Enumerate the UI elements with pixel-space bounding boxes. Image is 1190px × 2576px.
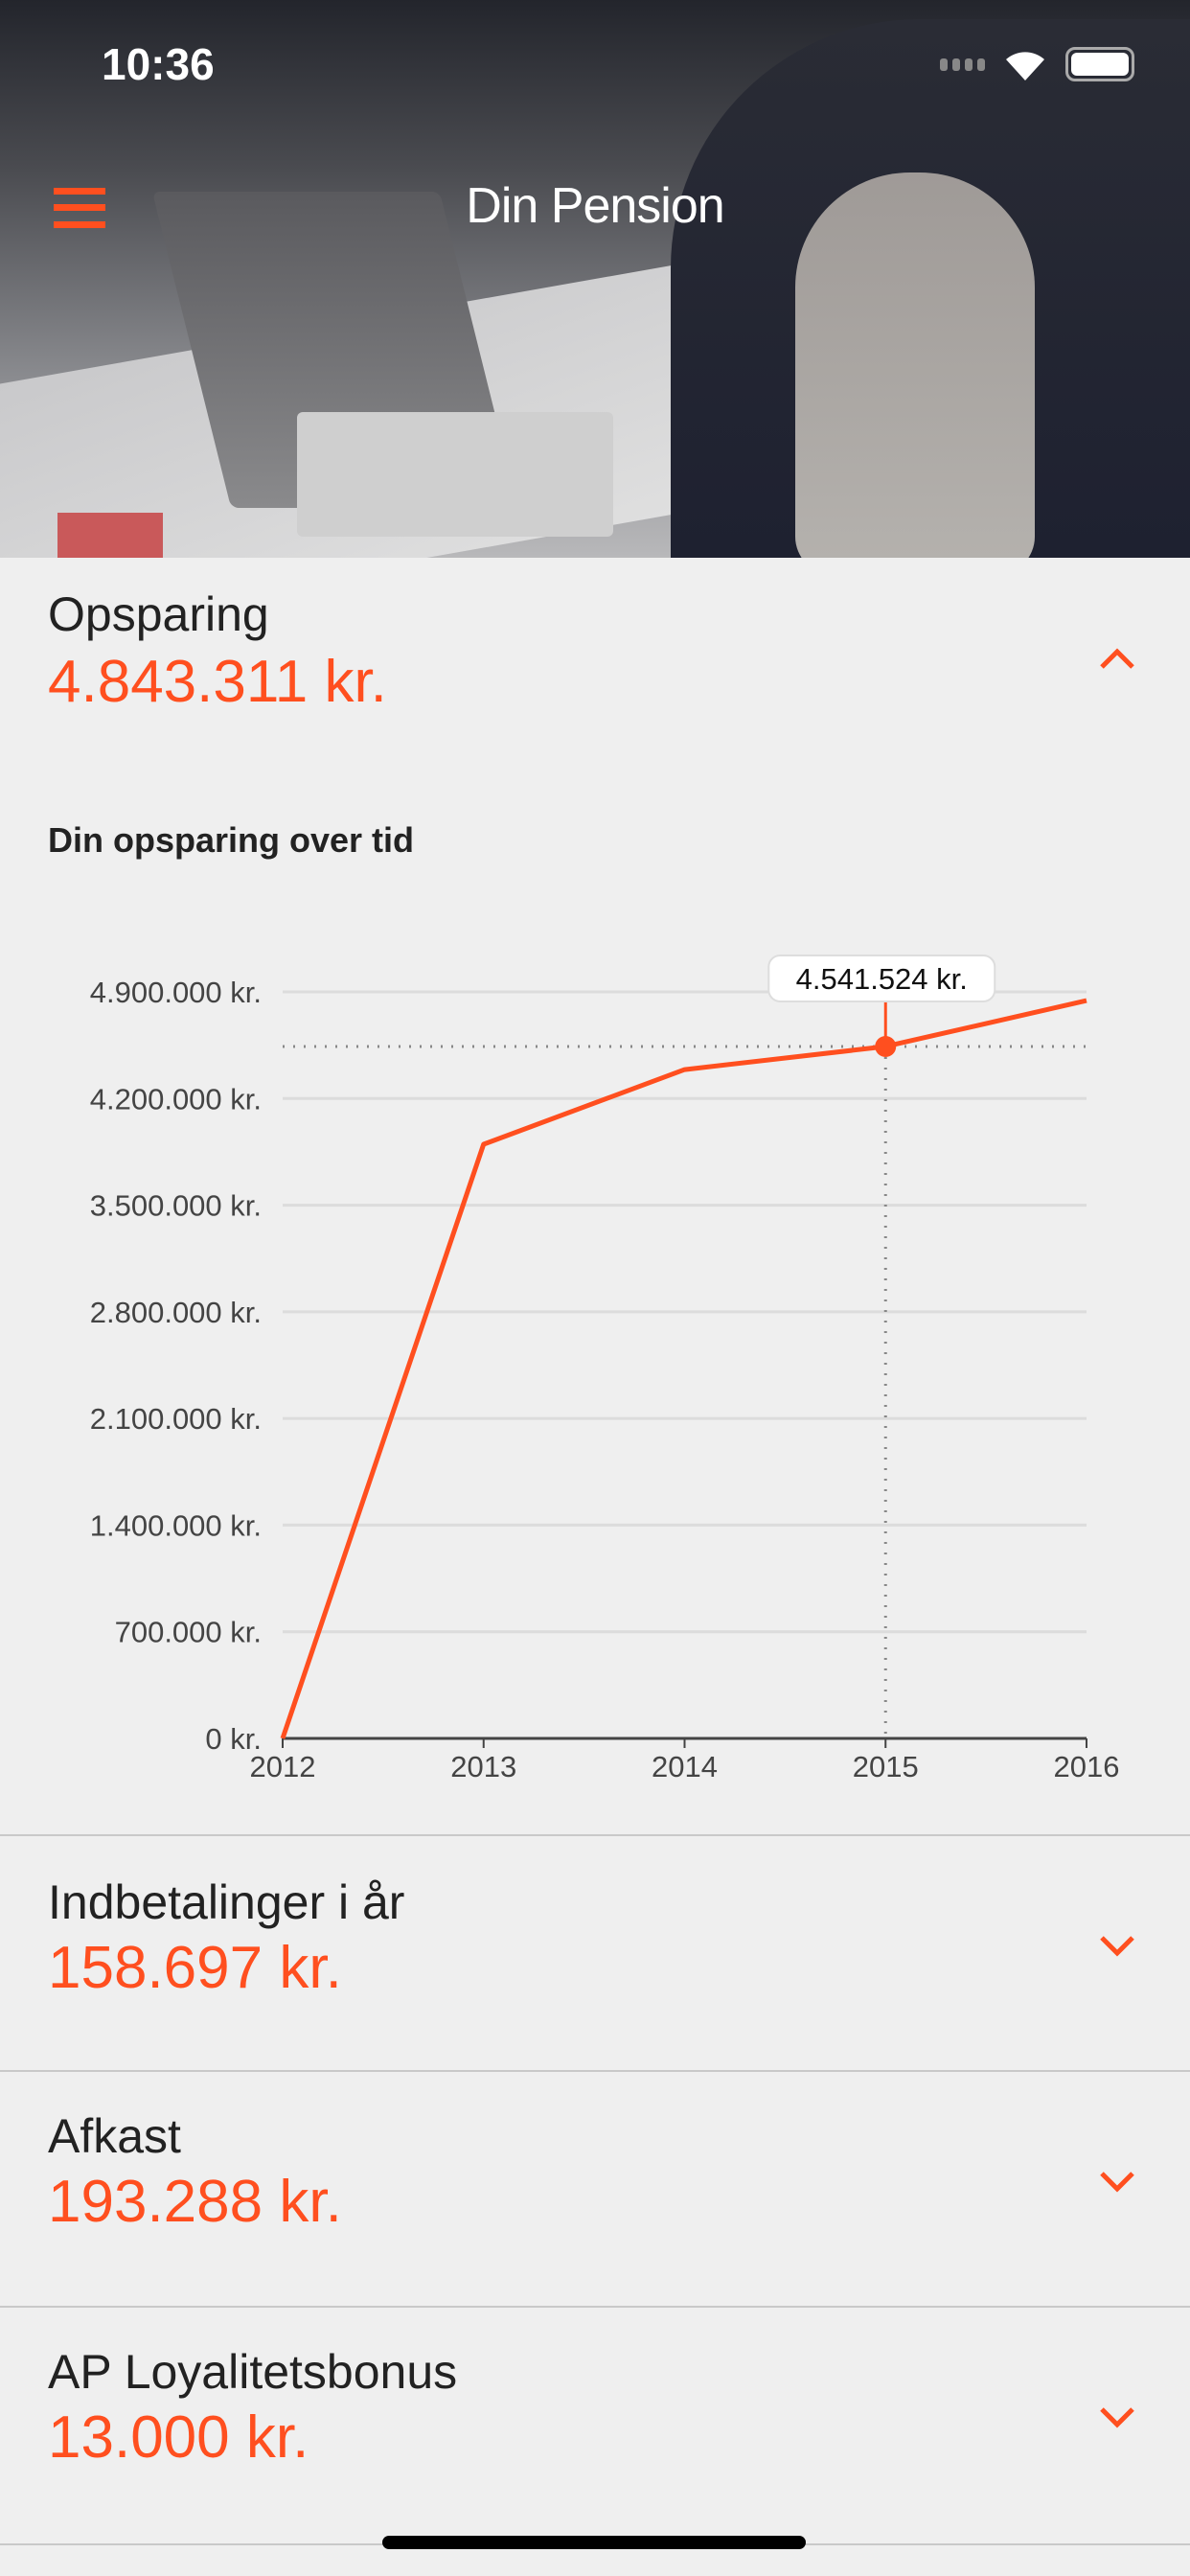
- section-value: 4.843.311 kr.: [48, 649, 387, 715]
- tooltip-box: [767, 954, 996, 1002]
- x-tick-label: 2016: [1054, 1750, 1120, 1783]
- section-ap-loyalitetsbonus[interactable]: AP Loyalitetsbonus 13.000 kr.: [0, 2308, 1190, 2545]
- page-title: Din Pension: [466, 178, 724, 234]
- hamburger-icon[interactable]: [54, 188, 105, 228]
- section-label: Afkast: [48, 2109, 181, 2163]
- selected-point: [875, 1035, 897, 1057]
- status-icons: [940, 46, 1134, 82]
- signal-icon: [940, 58, 985, 71]
- section-afkast[interactable]: Afkast 193.288 kr.: [0, 2072, 1190, 2308]
- section-indbetalinger[interactable]: Indbetalinger i år 158.697 kr.: [0, 1836, 1190, 2072]
- y-tick-label: 4.200.000 kr.: [90, 1082, 262, 1116]
- x-tick-label: 2014: [652, 1750, 718, 1783]
- home-indicator[interactable]: [382, 2536, 806, 2549]
- chevron-up-icon[interactable]: [1098, 644, 1136, 673]
- y-tick-label: 4.900.000 kr.: [90, 976, 262, 1009]
- status-time: 10:36: [102, 39, 215, 89]
- chart-title: Din opsparing over tid: [48, 820, 415, 860]
- y-tick-label: 0 kr.: [205, 1722, 262, 1756]
- wifi-icon: [1006, 52, 1044, 80]
- y-tick-label: 2.100.000 kr.: [90, 1402, 262, 1436]
- header-image: 10:36 Din Pension: [0, 0, 1190, 558]
- x-tick-label: 2015: [853, 1750, 919, 1783]
- y-tick-label: 700.000 kr.: [115, 1616, 262, 1649]
- battery-icon: [1065, 47, 1134, 81]
- y-tick-label: 2.800.000 kr.: [90, 1296, 262, 1329]
- x-tick-label: 2012: [250, 1750, 316, 1783]
- section-label: Opsparing: [48, 587, 269, 641]
- y-tick-label: 1.400.000 kr.: [90, 1508, 262, 1542]
- chevron-down-icon[interactable]: [1098, 2166, 1136, 2195]
- y-tick-label: 3.500.000 kr.: [90, 1189, 262, 1223]
- section-value: 193.288 kr.: [48, 2169, 342, 2235]
- tooltip-label: 4.541.524 kr.: [796, 962, 968, 996]
- x-tick-label: 2013: [450, 1750, 516, 1783]
- section-opsparing[interactable]: Opsparing 4.843.311 kr.: [0, 558, 1190, 1836]
- chevron-down-icon[interactable]: [1098, 2402, 1136, 2430]
- section-label: Indbetalinger i år: [48, 1875, 405, 1929]
- section-value: 13.000 kr.: [48, 2404, 309, 2471]
- savings-chart: 0 kr. 700.000 kr. 1.400.000 kr. 2.100.000 k…: [90, 954, 1120, 1783]
- section-label: AP Loyalitetsbonus: [48, 2345, 458, 2399]
- chevron-down-icon[interactable]: [1098, 1930, 1136, 1959]
- section-value: 158.697 kr.: [48, 1935, 342, 2001]
- series-line: [280, 998, 1087, 1739]
